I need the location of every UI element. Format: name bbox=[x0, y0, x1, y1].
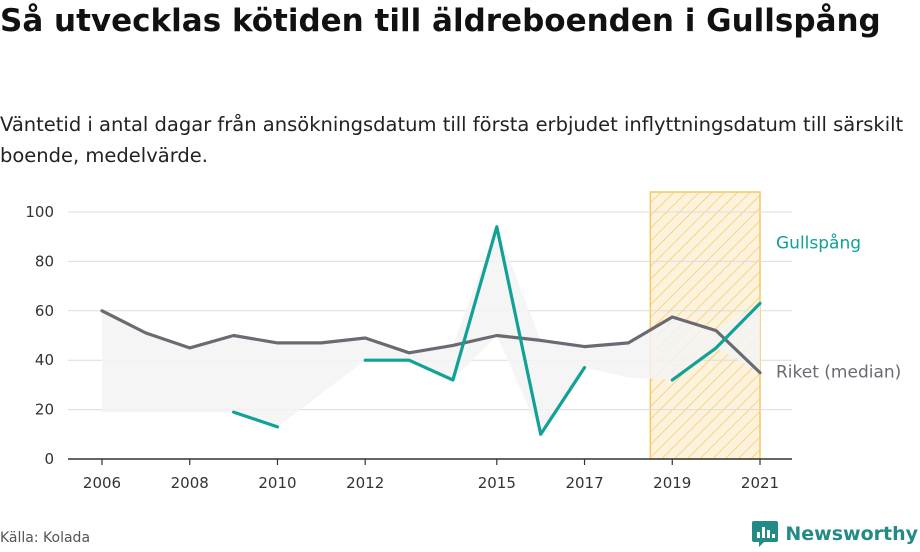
range-band bbox=[102, 226, 760, 435]
y-tick-label: 0 bbox=[44, 450, 54, 468]
source-note: Källa: Kolada bbox=[0, 530, 91, 546]
chart-title: Så utvecklas kötiden till äldreboenden i… bbox=[0, 3, 881, 39]
x-tick-label: 2010 bbox=[258, 474, 296, 492]
series-line bbox=[363, 225, 587, 436]
y-tick-label: 100 bbox=[25, 203, 54, 221]
series-label: Riket (median) bbox=[776, 363, 901, 383]
series-line bbox=[670, 301, 762, 382]
series-lines bbox=[100, 225, 762, 436]
series-labels: Gullspång Riket (median) bbox=[776, 232, 901, 382]
y-tick-label: 80 bbox=[35, 252, 54, 270]
chart-subtitle: Väntetid i antal dagar från ansökningsda… bbox=[0, 113, 904, 167]
x-tick-label: 2012 bbox=[346, 474, 384, 492]
y-tick-label: 40 bbox=[35, 351, 54, 369]
y-tick-label: 60 bbox=[35, 302, 54, 320]
x-tick-label: 2017 bbox=[565, 474, 603, 492]
series-riket bbox=[100, 309, 762, 375]
x-tick-label: 2021 bbox=[741, 474, 779, 492]
brand-name: Newsworthy bbox=[785, 523, 918, 545]
brand-logo: Newsworthy bbox=[751, 519, 918, 549]
newsworthy-logo-icon bbox=[752, 521, 779, 547]
series-gullspang bbox=[232, 225, 762, 436]
series-line bbox=[232, 410, 280, 429]
x-axis-ticks: 2006 2008 2010 2012 2015 2017 2019 2021 bbox=[83, 459, 779, 492]
range-band-area bbox=[102, 226, 760, 435]
series-label: Gullspång bbox=[776, 232, 861, 253]
x-tick-label: 2008 bbox=[171, 474, 209, 492]
series-line bbox=[100, 309, 762, 375]
x-tick-label: 2019 bbox=[653, 474, 691, 492]
x-tick-label: 2015 bbox=[478, 474, 516, 492]
y-axis-ticks: 0 20 40 60 80 100 bbox=[25, 203, 54, 468]
x-tick-label: 2006 bbox=[83, 474, 121, 492]
y-tick-label: 20 bbox=[35, 401, 54, 419]
